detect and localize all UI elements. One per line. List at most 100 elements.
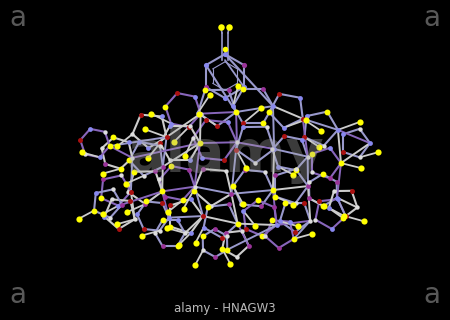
Point xyxy=(340,215,347,220)
Point xyxy=(109,187,117,192)
Point xyxy=(192,240,199,245)
Point xyxy=(308,151,315,156)
Point xyxy=(107,215,114,220)
Point xyxy=(115,203,122,208)
Point xyxy=(167,224,174,229)
Point xyxy=(292,168,299,173)
Point xyxy=(78,150,86,155)
Point xyxy=(144,156,152,161)
Point xyxy=(234,84,242,89)
Point xyxy=(129,155,136,160)
Point xyxy=(356,119,364,124)
Point xyxy=(252,161,259,166)
Point xyxy=(259,86,266,91)
Point xyxy=(239,86,247,91)
Point xyxy=(136,139,143,144)
Point xyxy=(312,217,319,222)
Point xyxy=(185,124,192,130)
Point xyxy=(321,204,328,209)
Point xyxy=(198,156,206,161)
Point xyxy=(207,92,214,97)
Point xyxy=(170,140,177,145)
Point xyxy=(334,127,342,132)
Point xyxy=(221,46,229,52)
Point xyxy=(159,218,166,223)
Point xyxy=(302,117,309,122)
Point xyxy=(199,213,207,219)
Point xyxy=(96,155,104,160)
Point xyxy=(159,164,166,169)
Point xyxy=(219,246,226,252)
Point xyxy=(280,125,287,130)
Point xyxy=(87,126,94,132)
Point xyxy=(125,140,132,145)
Point xyxy=(151,230,158,236)
Point xyxy=(266,110,273,115)
Point xyxy=(304,183,311,188)
Point xyxy=(257,106,265,111)
Point xyxy=(148,111,155,116)
Text: alamy - HNAGW3: alamy - HNAGW3 xyxy=(174,301,276,315)
Point xyxy=(194,110,202,115)
Point xyxy=(191,263,198,268)
Point xyxy=(252,223,259,228)
Point xyxy=(204,204,212,209)
Point xyxy=(145,146,152,151)
Point xyxy=(181,230,189,236)
Point xyxy=(339,149,346,155)
Point xyxy=(257,204,265,209)
Point xyxy=(180,206,187,211)
Point xyxy=(202,62,210,68)
Point xyxy=(196,112,203,117)
Point xyxy=(98,146,105,151)
Point xyxy=(301,200,308,205)
Point xyxy=(202,88,209,93)
Point xyxy=(99,177,107,182)
Point xyxy=(230,104,237,109)
Point xyxy=(159,244,166,249)
Point xyxy=(212,254,219,260)
Point xyxy=(189,135,197,140)
Point xyxy=(90,208,98,213)
Point xyxy=(320,143,328,148)
Point xyxy=(224,120,231,125)
Point xyxy=(238,202,245,207)
Point xyxy=(225,25,233,30)
Point xyxy=(174,91,181,96)
Point xyxy=(122,181,129,186)
Point xyxy=(166,158,174,163)
Text: a: a xyxy=(9,4,27,32)
Point xyxy=(242,226,249,231)
Point xyxy=(292,166,299,172)
Point xyxy=(191,94,198,99)
Point xyxy=(263,124,270,129)
Point xyxy=(269,218,276,223)
Point xyxy=(118,202,126,207)
Point xyxy=(298,137,306,142)
Point xyxy=(326,145,333,150)
Point xyxy=(162,104,169,109)
Point xyxy=(191,184,198,189)
Point xyxy=(196,140,203,146)
Point xyxy=(81,152,89,157)
Point xyxy=(197,111,204,116)
Point xyxy=(165,215,172,220)
Point xyxy=(158,189,166,194)
Point xyxy=(271,204,278,210)
Point xyxy=(308,170,315,175)
Point xyxy=(227,261,234,266)
Point xyxy=(315,199,323,204)
Point xyxy=(102,161,109,166)
Point xyxy=(199,166,206,172)
Point xyxy=(317,128,324,133)
Point xyxy=(186,123,194,128)
Point xyxy=(76,138,84,143)
Point xyxy=(276,91,283,96)
Point xyxy=(356,126,363,132)
Point xyxy=(328,226,335,231)
Point xyxy=(282,201,289,206)
Point xyxy=(175,243,182,248)
Point xyxy=(115,227,122,232)
Point xyxy=(366,140,373,146)
Point xyxy=(124,210,131,215)
